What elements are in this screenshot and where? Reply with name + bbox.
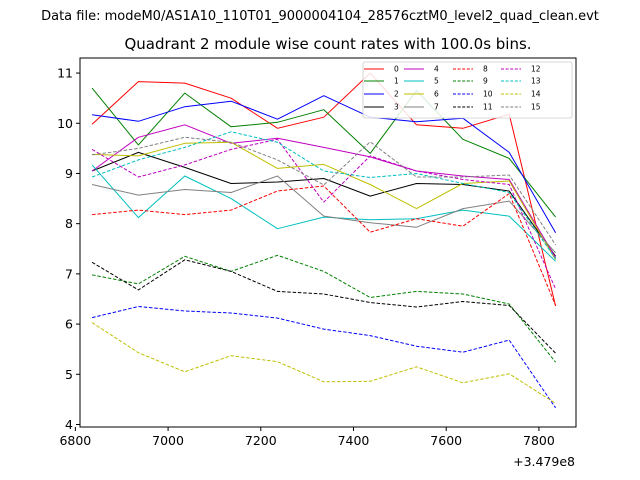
y-tick-label: 4	[65, 417, 73, 432]
x-tick-label: 7600	[430, 433, 462, 448]
legend-label-8: 8	[483, 65, 488, 74]
series-layer	[91, 72, 557, 409]
y-tick-label: 7	[65, 266, 73, 281]
legend-label-4: 4	[434, 65, 439, 74]
series-line-15	[92, 136, 557, 246]
legend-label-3: 3	[394, 103, 399, 112]
chart-title: Quadrant 2 module wise count rates with …	[124, 35, 531, 53]
series-line-0	[91, 72, 557, 307]
x-tick-label: 7200	[245, 433, 277, 448]
series-line-7	[91, 175, 556, 254]
x-tick-label: 7800	[523, 433, 555, 448]
series-line-8	[92, 185, 557, 306]
x-axis: 6800 7000 7200 7400 7600 7800	[59, 427, 555, 448]
series-line-13	[91, 131, 557, 260]
series-line-9	[92, 254, 556, 363]
data-file-label: Data file: modeM0/AS1A10_110T01_90000041…	[41, 9, 599, 24]
legend-label-14: 14	[531, 90, 541, 99]
axes-frame	[79, 57, 577, 428]
x-offset-label: +3.479e8	[513, 454, 575, 469]
legend-label-9: 9	[483, 77, 488, 86]
series-line-6	[92, 141, 557, 261]
y-tick-label: 10	[57, 116, 73, 131]
x-tick-label: 7400	[338, 433, 370, 448]
legend-label-6: 6	[434, 90, 439, 99]
y-tick-label: 6	[65, 317, 73, 332]
y-tick-label: 5	[65, 367, 73, 382]
legend-label-2: 2	[394, 90, 399, 99]
legend-label-0: 0	[394, 65, 399, 74]
series-line-4	[91, 124, 557, 259]
legend-label-15: 15	[531, 103, 541, 112]
series-line-14	[91, 322, 556, 404]
x-tick-label: 6800	[59, 433, 91, 448]
series-line-1	[91, 87, 556, 218]
legend-label-13: 13	[531, 77, 541, 86]
legend-label-11: 11	[483, 103, 493, 112]
series-line-11	[91, 259, 556, 354]
legend-label-1: 1	[394, 77, 399, 86]
series-line-12	[91, 138, 557, 290]
legend-label-12: 12	[531, 65, 541, 74]
x-tick-label: 7000	[152, 433, 184, 448]
legend-label-10: 10	[483, 90, 493, 99]
legend-box	[362, 61, 573, 119]
y-tick-label: 8	[65, 216, 73, 231]
series-line-2	[92, 95, 557, 233]
series-line-5	[91, 164, 556, 262]
series-line-10	[91, 306, 557, 409]
legend-label-7: 7	[434, 103, 439, 112]
y-tick-label: 11	[57, 66, 73, 81]
y-tick-label: 9	[65, 166, 73, 181]
y-axis: 4 5 6 7 8 9 10 11	[57, 66, 80, 432]
legend-label-5: 5	[434, 77, 439, 86]
